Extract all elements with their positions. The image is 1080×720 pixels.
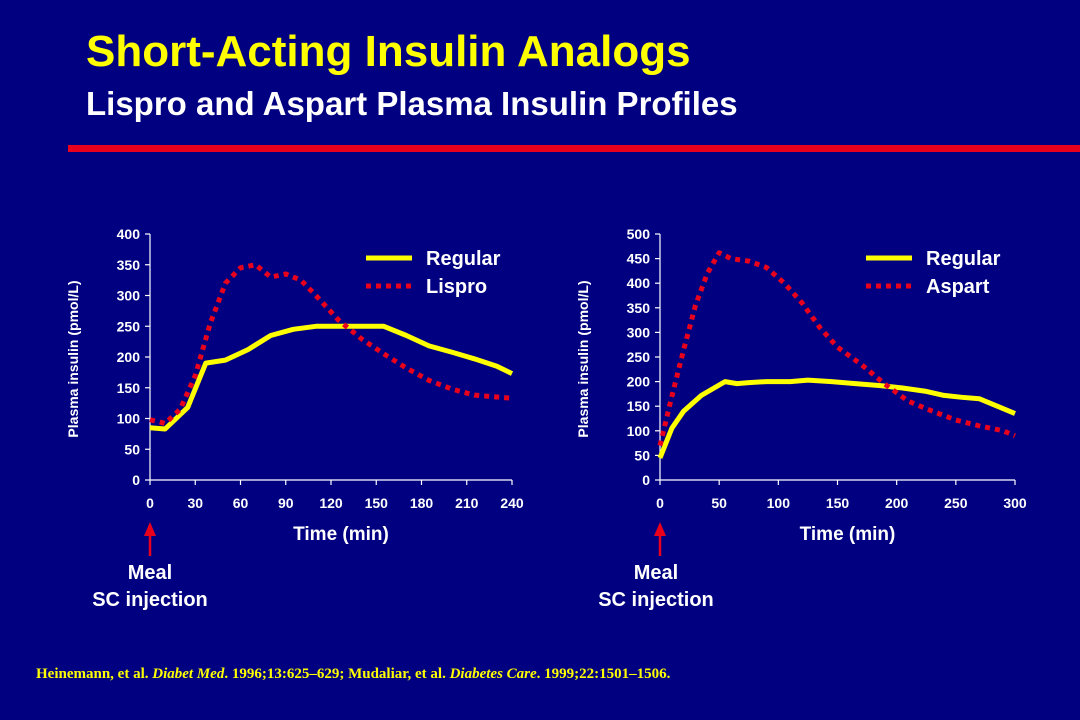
- y-tick-label: 200: [627, 374, 651, 390]
- y-tick-label: 150: [627, 398, 651, 414]
- x-axis-label: Time (min): [800, 524, 896, 545]
- y-tick-label: 50: [634, 447, 650, 463]
- y-tick-label: 200: [117, 349, 141, 365]
- x-tick-label: 150: [826, 495, 850, 511]
- x-tick-label: 0: [146, 495, 154, 511]
- meal-label-left: Meal SC injection: [60, 560, 240, 614]
- y-tick-label: 300: [117, 288, 141, 304]
- x-tick-label: 30: [187, 495, 203, 511]
- y-axis-label: Plasma insulin (pmol/L): [575, 280, 591, 437]
- y-tick-label: 400: [117, 226, 141, 242]
- citation-journal2: Diabetes Care: [449, 666, 537, 682]
- citation-part1: Heinemann, et al.: [36, 666, 153, 682]
- series-line-regular: [149, 323, 514, 432]
- legend-label-regular: Regular: [426, 248, 501, 270]
- y-tick-label: 450: [627, 251, 651, 267]
- series-line-lispro: [149, 262, 513, 426]
- x-tick-label: 200: [885, 495, 909, 511]
- y-tick-label: 0: [642, 472, 650, 488]
- y-tick-label: 150: [117, 380, 141, 396]
- x-tick-label: 60: [233, 495, 249, 511]
- y-axis-label: Plasma insulin (pmol/L): [65, 280, 81, 437]
- slide-subtitle: Lispro and Aspart Plasma Insulin Profile…: [86, 85, 738, 122]
- meal-label-line2: SC injection: [598, 589, 714, 611]
- citation-journal1: Diabet Med: [152, 666, 225, 682]
- meal-label-line2: SC injection: [92, 589, 208, 611]
- citation-part2: . 1996;13:625–629; Mudaliar, et al.: [224, 666, 450, 682]
- meal-label-line1: Meal: [633, 562, 679, 584]
- legend-label-aspart: Aspart: [926, 276, 990, 298]
- legend-label-lispro: Lispro: [426, 276, 487, 298]
- x-tick-label: 150: [365, 495, 389, 511]
- y-tick-label: 500: [627, 226, 651, 242]
- x-axis-label: Time (min): [293, 524, 389, 545]
- title-divider: [68, 145, 1080, 152]
- series-line-aspart: [657, 250, 1016, 447]
- y-tick-label: 400: [627, 275, 651, 291]
- y-tick-label: 50: [124, 441, 140, 457]
- y-tick-label: 300: [627, 324, 651, 340]
- meal-arrow-head: [654, 522, 666, 536]
- legend-label-regular: Regular: [926, 248, 1001, 270]
- x-tick-label: 0: [656, 495, 664, 511]
- y-tick-label: 100: [627, 423, 651, 439]
- y-tick-label: 350: [627, 300, 651, 316]
- y-tick-label: 350: [117, 257, 141, 273]
- x-tick-label: 250: [944, 495, 968, 511]
- x-tick-label: 240: [500, 495, 524, 511]
- series-line-regular: [657, 377, 1016, 459]
- x-tick-label: 120: [319, 495, 343, 511]
- citation: Heinemann, et al. Diabet Med. 1996;13:62…: [36, 666, 670, 683]
- meal-label-right: Meal SC injection: [566, 560, 746, 614]
- y-tick-label: 100: [117, 411, 141, 427]
- x-tick-label: 210: [455, 495, 479, 511]
- meal-arrow-head: [144, 522, 156, 536]
- x-tick-label: 50: [711, 495, 727, 511]
- y-tick-label: 250: [627, 349, 651, 365]
- meal-label-line1: Meal: [127, 562, 173, 584]
- x-tick-label: 100: [767, 495, 791, 511]
- citation-part3: . 1999;22:1501–1506.: [536, 666, 671, 682]
- x-tick-label: 180: [410, 495, 434, 511]
- x-tick-label: 90: [278, 495, 294, 511]
- x-tick-label: 300: [1003, 495, 1027, 511]
- y-tick-label: 250: [117, 318, 141, 334]
- y-tick-label: 0: [132, 472, 140, 488]
- slide-title: Short-Acting Insulin Analogs: [86, 27, 691, 76]
